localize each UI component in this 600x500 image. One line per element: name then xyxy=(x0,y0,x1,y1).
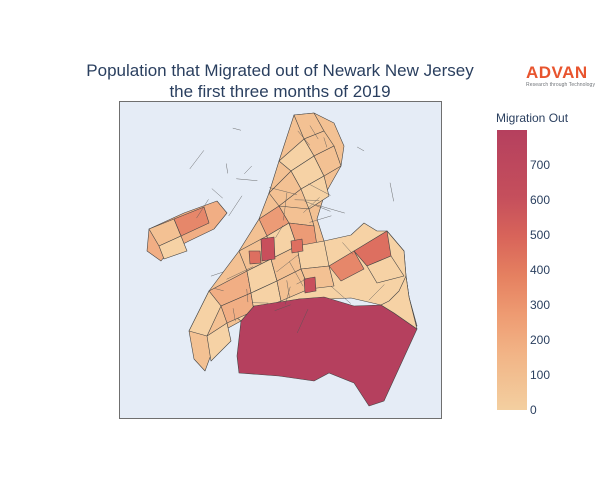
colorbar-tick-label: 700 xyxy=(530,158,551,172)
tract-boundary xyxy=(214,288,224,292)
region-east-wedge[interactable] xyxy=(380,275,418,330)
census-tract[interactable] xyxy=(173,206,210,237)
tract-boundary xyxy=(286,280,290,298)
title-line-2: the first three months of 2019 xyxy=(169,82,391,101)
colorbar-tick-label: 100 xyxy=(530,368,551,382)
tract-boundary xyxy=(294,199,320,201)
logo-wordmark: ADVAN xyxy=(526,63,588,82)
tract-boundary xyxy=(196,199,209,219)
colorbar-tick-label: 500 xyxy=(530,228,551,242)
tract-boundary xyxy=(309,125,319,140)
tract-boundary xyxy=(189,150,205,170)
tract-boundary xyxy=(296,308,309,334)
census-tract[interactable] xyxy=(300,175,330,210)
colorbar-tick-label: 600 xyxy=(530,193,551,207)
tract-boundary xyxy=(323,137,328,148)
tract-boundary xyxy=(342,242,354,255)
tract-boundary xyxy=(269,187,297,195)
tract-boundary xyxy=(226,266,254,280)
colorbar-tick-label: 300 xyxy=(530,298,551,312)
tract-boundary xyxy=(236,178,258,181)
colorbar xyxy=(497,130,527,410)
tract-boundary xyxy=(283,192,288,221)
census-tract-high[interactable] xyxy=(290,238,304,254)
tract-boundary xyxy=(244,165,252,175)
tract-boundary xyxy=(330,286,351,304)
census-tract[interactable] xyxy=(366,255,405,284)
tract-boundary xyxy=(289,261,304,287)
census-tract-high[interactable] xyxy=(303,276,317,294)
colorbar-title: Migration Out xyxy=(496,111,569,125)
chart-title: Population that Migrated out of Newark N… xyxy=(40,60,520,102)
tract-boundary xyxy=(309,215,332,223)
census-tract-high[interactable] xyxy=(260,236,276,262)
census-tract-high[interactable] xyxy=(248,250,262,265)
tract-boundary xyxy=(228,195,243,217)
title-line-1: Population that Migrated out of Newark N… xyxy=(86,61,474,80)
region-airport-port[interactable] xyxy=(236,296,418,407)
tract-boundary xyxy=(225,163,228,174)
census-tract[interactable] xyxy=(328,250,365,282)
colorbar-tick-label: 400 xyxy=(530,263,551,277)
tract-boundary xyxy=(285,286,291,305)
colorbar-tick-label: 0 xyxy=(530,403,537,417)
logo-tagline: Research through Technology xyxy=(526,82,596,88)
colorbar-tick-label: 200 xyxy=(530,333,551,347)
tract-boundary xyxy=(356,146,365,152)
choropleth-map[interactable] xyxy=(119,101,442,419)
census-tract[interactable] xyxy=(188,290,222,337)
tract-boundary xyxy=(296,278,307,285)
tract-boundary xyxy=(210,271,225,277)
tract-boundary xyxy=(368,284,385,301)
tract-boundary xyxy=(304,200,331,212)
census-tract[interactable] xyxy=(313,145,342,177)
advan-logo: ADVAN Research through Technology xyxy=(526,64,596,89)
tract-boundary xyxy=(389,182,394,202)
tract-boundary xyxy=(316,204,345,214)
tract-boundary xyxy=(275,225,284,238)
census-tract[interactable] xyxy=(206,322,232,362)
tract-boundary xyxy=(303,197,320,213)
tract-boundary xyxy=(246,288,249,303)
tract-boundary xyxy=(297,130,310,146)
tract-boundary xyxy=(274,304,291,311)
tract-boundary xyxy=(232,127,241,131)
tract-boundary xyxy=(308,183,331,196)
tract-boundary xyxy=(232,308,236,322)
census-tract[interactable] xyxy=(158,235,188,260)
tract-boundary xyxy=(211,188,223,199)
tract-boundary xyxy=(276,254,299,273)
